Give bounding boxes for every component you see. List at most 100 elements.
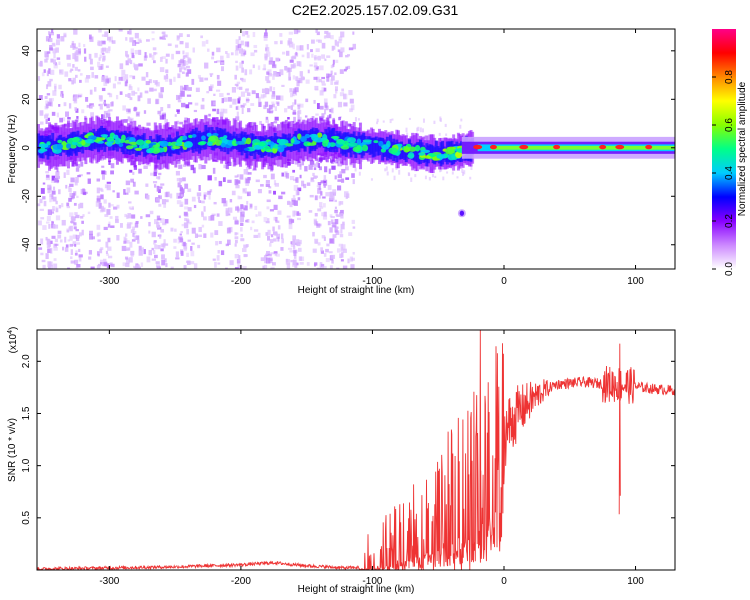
spectrogram-speckle [299,61,302,67]
spectrogram-speckle [184,218,187,222]
spectrogram-speckle [337,49,341,53]
spectrogram-speckle [329,191,333,198]
spectrogram-speckle [334,199,337,203]
spectrogram-speckle [58,189,61,195]
spectrogram-speckle [99,259,104,264]
spectrogram-speckle [446,171,449,174]
spectrogram-speckle [354,117,357,122]
spectrogram-speckle [265,119,269,123]
spectrogram-speckle [96,251,100,256]
spectrogram-speckle [160,87,164,93]
spectrogram-speckle [155,264,161,268]
spectrogram-peak [645,144,653,150]
spectrogram-speckle [123,240,127,244]
spectrogram-speckle [47,101,52,106]
spectrogram-speckle [51,180,55,183]
spectrogram-speckle [267,229,271,236]
spectrogram-speckle [273,121,278,124]
spectrogram-speckle [234,74,237,80]
spectrogram-speckle [345,66,348,70]
spectrogram-band-blob [313,137,324,143]
spectrogram-speckle [157,244,161,250]
spectrogram-speckle [173,76,176,82]
spectrogram-band-blob [87,135,97,140]
snr-x-axis-label: Height of straight line (km) [298,584,415,595]
spectrogram-speckle [293,88,297,94]
spectrogram-speckle [98,29,102,33]
spectrogram-speckle [96,187,100,194]
spectrogram-speckle [74,66,78,71]
snr-y-tick-label: 1.5 [21,406,32,420]
spectrogram-speckle [53,258,57,261]
spectrogram-speckle [287,41,292,44]
spectrogram-speckle [156,266,161,269]
spectrogram-speckle [433,120,436,125]
spectrogram-speckle [306,52,310,59]
spectrogram-speckle [335,59,339,64]
snr-x-tick-label: -200 [231,576,251,587]
spectrogram-speckle [217,80,222,86]
spectrogram-speckle [259,120,262,125]
spectrogram-speckle [165,58,168,64]
snr-x-tick-label: 0 [501,576,507,587]
spectrogram-speckle [159,36,163,40]
spectrogram-speckle [67,63,71,67]
spectrogram-speckle [134,49,139,55]
spectrogram-speckle [340,229,343,234]
spectrogram-speckle [345,166,349,171]
spectrogram-speckle [325,257,330,263]
spectrogram-speckle [82,188,85,193]
spectrogram-band-blob [356,138,362,146]
spectrogram-speckle [219,111,224,117]
spectrogram-band-cell [425,143,429,167]
spectrogram-band-cell [138,135,142,156]
spectrogram-speckle [61,219,66,226]
spectrogram-speckle [342,248,347,253]
spectrogram-speckle [330,75,335,81]
spectrogram-speckle [240,227,243,232]
spectrogram-speckle [124,213,128,218]
spectrogram-speckle [103,114,106,118]
spectrogram-speckle [107,246,112,251]
spectrogram-speckle [39,208,44,211]
spectrogram-band-cell [194,127,198,152]
spectrogram-speckle [338,116,341,121]
spectrogram-speckle [225,163,229,170]
spectrogram-speckle [407,172,410,176]
spectrogram-speckle [351,173,355,178]
spectrogram-speckle [106,209,111,215]
spectrogram-speckle [55,39,60,46]
spectrogram-speckle [134,64,139,70]
spectrogram-speckle [265,44,269,49]
spectrogram-speckle [298,239,302,245]
spectrogram-speckle [62,246,65,251]
spectrogram-speckle [191,196,196,202]
spectrogram-speckle [286,263,291,269]
spectrogram-speckle [141,76,146,81]
spectrogram-band-blob [373,140,379,144]
spectrogram-speckle [182,50,185,55]
spectrogram-speckle [127,93,131,98]
spectrogram-speckle [323,98,328,103]
spectrogram-band-blob [277,144,288,149]
spectrogram-speckle [421,128,424,133]
snr-frame [36,329,676,571]
spectrogram-speckle [183,211,188,216]
spectrogram-speckle [236,174,240,178]
spectrogram-speckle [438,132,441,136]
spectrogram-speckle [60,90,64,96]
spectrogram-speckle [240,91,246,97]
spectrogram-speckle [324,108,327,115]
spectrogram-speckle [108,109,113,112]
spectrogram-speckle [234,83,239,86]
spectrogram-speckle [268,104,273,110]
spectrogram-band-cell [193,131,197,150]
spectrogram-speckle [268,257,273,264]
spectrogram-speckle [376,121,379,125]
spectrogram-speckle [255,214,258,217]
spectrogram-speckle [245,88,250,91]
spectrogram-speckle [266,206,270,210]
spectrogram-speckle [176,35,181,39]
spectrogram-speckle [73,191,77,196]
spectrogram-speckle [319,105,324,110]
